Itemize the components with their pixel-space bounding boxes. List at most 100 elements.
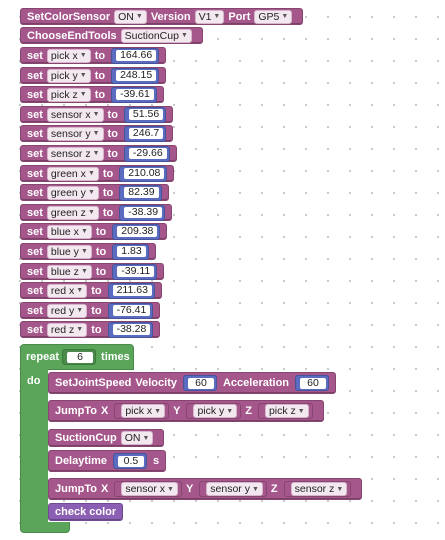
number-input-slot[interactable]: 164.66 — [111, 47, 160, 64]
variable-name-dropdown[interactable]: blue x ▼ — [46, 224, 92, 239]
acceleration-value[interactable]: 60 — [300, 377, 327, 389]
number-input-slot[interactable]: -29.66 — [123, 145, 170, 162]
set-variable-block[interactable]: set sensor y ▼ to 246.7 — [20, 125, 174, 142]
version-dropdown[interactable]: V1 ▼ — [194, 9, 225, 24]
pick-y-variable[interactable]: pick y ▼ — [186, 403, 242, 419]
suction-cup-block[interactable]: SuctionCup ON ▼ — [48, 429, 165, 447]
number-value[interactable]: -38.28 — [112, 324, 151, 335]
delay-value[interactable]: 0.5 — [117, 455, 144, 467]
variable-name-dropdown[interactable]: pick y ▼ — [46, 68, 91, 83]
number-input-slot[interactable]: 51.56 — [123, 106, 167, 123]
set-variable-block[interactable]: set red y ▼ to -76.41 — [20, 302, 161, 319]
variable-name-dropdown[interactable]: pick x ▼ — [46, 48, 91, 63]
set-keyword: set — [27, 167, 43, 180]
set-variable-block[interactable]: set green y ▼ to 82.39 — [20, 184, 169, 201]
set-variable-block[interactable]: set blue z ▼ to -39.11 — [20, 263, 165, 280]
number-value[interactable]: -39.11 — [117, 266, 155, 277]
number-input-slot[interactable]: 248.15 — [111, 67, 160, 84]
acceleration-label: Acceleration — [222, 377, 290, 389]
variable-name-dropdown[interactable]: sensor y ▼ — [46, 126, 104, 141]
variable-name-dropdown[interactable]: blue z ▼ — [46, 264, 92, 279]
chevron-down-icon: ▼ — [180, 32, 188, 39]
set-variable-block[interactable]: set blue x ▼ to 209.38 — [20, 223, 168, 240]
number-value[interactable]: -76.41 — [112, 305, 151, 316]
acceleration-input-slot[interactable]: 60 — [295, 375, 330, 391]
set-keyword: set — [27, 147, 43, 160]
to-keyword: to — [107, 147, 118, 160]
check-color-call-block[interactable]: check color — [48, 503, 124, 521]
number-input-slot[interactable]: 210.08 — [119, 165, 168, 182]
variable-name-dropdown[interactable]: red x ▼ — [46, 283, 88, 298]
variable-name-dropdown[interactable]: sensor z ▼ — [46, 146, 104, 161]
number-value[interactable]: 248.15 — [116, 70, 157, 81]
repeat-block[interactable]: repeat 6 times — [20, 344, 134, 370]
end-tool-dropdown[interactable]: SuctionCup ▼ — [120, 28, 192, 43]
set-color-sensor-block[interactable]: SetColorSensor ON ▼ Version V1 ▼ Port GP5 ▼ — [20, 8, 304, 25]
set-variable-block[interactable]: set pick x ▼ to 164.66 — [20, 47, 167, 64]
variable-name-dropdown[interactable]: pick z ▼ — [46, 87, 91, 102]
delay-input-slot[interactable]: 0.5 — [112, 453, 147, 469]
jump-to-sensor-block[interactable]: JumpTo X sensor x ▼ Y sensor y ▼ Z sensor … — [48, 478, 363, 500]
pick-x-variable[interactable]: pick x ▼ — [114, 403, 170, 419]
delaytime-block[interactable]: Delaytime 0.5 s — [48, 450, 167, 472]
number-input-slot[interactable]: 246.7 — [123, 125, 167, 142]
number-input-slot[interactable]: 1.83 — [112, 243, 149, 260]
variable-name-dropdown[interactable]: green z ▼ — [46, 205, 99, 220]
number-value[interactable]: 210.08 — [124, 168, 165, 179]
number-value[interactable]: 246.7 — [128, 128, 164, 139]
x-label: X — [100, 405, 109, 417]
suction-state-dropdown[interactable]: ON ▼ — [120, 431, 154, 445]
sensor-x-variable[interactable]: sensor x ▼ — [114, 481, 182, 497]
velocity-value[interactable]: 60 — [187, 377, 214, 389]
variable-name-dropdown[interactable]: green x ▼ — [46, 166, 99, 181]
number-value[interactable]: -39.61 — [116, 89, 154, 100]
sensor-state-dropdown[interactable]: ON ▼ — [114, 9, 147, 24]
number-value[interactable]: 51.56 — [128, 109, 164, 120]
set-keyword: set — [27, 127, 43, 140]
set-variable-block[interactable]: set sensor x ▼ to 51.56 — [20, 106, 174, 123]
number-value[interactable]: 211.63 — [112, 285, 152, 296]
port-dropdown[interactable]: GP5 ▼ — [254, 9, 293, 24]
number-input-slot[interactable]: 209.38 — [112, 223, 161, 240]
number-value[interactable]: -29.66 — [128, 148, 167, 159]
to-keyword: to — [94, 88, 106, 101]
set-variable-block[interactable]: set pick y ▼ to 248.15 — [20, 67, 167, 84]
number-input-slot[interactable]: 211.63 — [107, 282, 155, 299]
repeat-count-slot[interactable]: 6 — [62, 349, 97, 365]
number-input-slot[interactable]: -38.28 — [107, 321, 154, 338]
set-variable-block[interactable]: set pick z ▼ to -39.61 — [20, 86, 164, 103]
chevron-down-icon: ▼ — [79, 72, 87, 79]
choose-end-tools-block[interactable]: ChooseEndTools SuctionCup ▼ — [20, 27, 203, 44]
number-value[interactable]: 1.83 — [117, 246, 146, 257]
number-input-slot[interactable]: 82.39 — [119, 184, 162, 201]
to-keyword: to — [102, 186, 114, 199]
variable-name-dropdown[interactable]: red z ▼ — [46, 322, 88, 337]
set-variable-block[interactable]: set blue y ▼ to 1.83 — [20, 243, 156, 260]
number-input-slot[interactable]: -39.11 — [112, 263, 158, 280]
variable-name-dropdown[interactable]: red y ▼ — [46, 303, 88, 318]
variable-name-dropdown[interactable]: blue y ▼ — [46, 244, 92, 259]
set-variable-block[interactable]: set sensor z ▼ to -29.66 — [20, 145, 177, 162]
number-value[interactable]: 82.39 — [124, 187, 159, 198]
number-input-slot[interactable]: -76.41 — [107, 302, 154, 319]
number-value[interactable]: -38.39 — [124, 207, 163, 218]
set-variable-block[interactable]: set green x ▼ to 210.08 — [20, 165, 175, 182]
set-variable-block[interactable]: set red x ▼ to 211.63 — [20, 282, 162, 299]
set-variable-block[interactable]: set green z ▼ to -38.39 — [20, 204, 173, 221]
variable-name-dropdown[interactable]: green y ▼ — [46, 185, 99, 200]
number-value[interactable]: 209.38 — [117, 226, 158, 237]
number-value[interactable]: 164.66 — [116, 50, 157, 61]
set-variable-block[interactable]: set red z ▼ to -38.28 — [20, 321, 161, 338]
velocity-input-slot[interactable]: 60 — [182, 375, 217, 391]
variable-name-dropdown[interactable]: sensor x ▼ — [46, 107, 104, 122]
sensor-z-variable[interactable]: sensor z ▼ — [283, 481, 352, 497]
sensor-y-variable[interactable]: sensor y ▼ — [199, 481, 267, 497]
number-input-slot[interactable]: -39.61 — [111, 86, 157, 103]
jump-to-pick-block[interactable]: JumpTo X pick x ▼ Y pick y ▼ Z pick z ▼ — [48, 400, 324, 422]
number-input-slot[interactable]: -38.39 — [119, 204, 166, 221]
repeat-count-value[interactable]: 6 — [67, 351, 94, 363]
set-joint-speed-block[interactable]: SetJointSpeed Velocity 60 Acceleration 6… — [48, 372, 337, 394]
set-color-sensor-label: SetColorSensor — [27, 10, 111, 23]
pick-z-variable[interactable]: pick z ▼ — [257, 403, 313, 419]
